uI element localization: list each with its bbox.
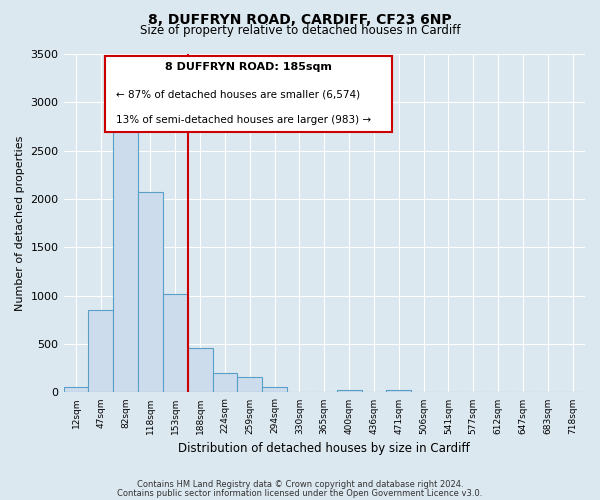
Text: 8 DUFFRYN ROAD: 185sqm: 8 DUFFRYN ROAD: 185sqm xyxy=(165,62,332,72)
Bar xyxy=(163,294,188,392)
Bar xyxy=(88,310,113,392)
Text: Contains HM Land Registry data © Crown copyright and database right 2024.: Contains HM Land Registry data © Crown c… xyxy=(137,480,463,489)
X-axis label: Distribution of detached houses by size in Cardiff: Distribution of detached houses by size … xyxy=(178,442,470,455)
Bar xyxy=(188,348,212,393)
Bar xyxy=(262,386,287,392)
Bar xyxy=(64,387,88,392)
Bar xyxy=(337,390,362,392)
Text: 13% of semi-detached houses are larger (983) →: 13% of semi-detached houses are larger (… xyxy=(116,115,371,125)
Text: 8, DUFFRYN ROAD, CARDIFF, CF23 6NP: 8, DUFFRYN ROAD, CARDIFF, CF23 6NP xyxy=(148,12,452,26)
Bar xyxy=(238,378,262,392)
Bar xyxy=(212,372,238,392)
Bar xyxy=(386,390,411,392)
FancyBboxPatch shape xyxy=(105,56,392,132)
Bar xyxy=(113,128,138,392)
Y-axis label: Number of detached properties: Number of detached properties xyxy=(15,136,25,311)
Text: ← 87% of detached houses are smaller (6,574): ← 87% of detached houses are smaller (6,… xyxy=(116,90,360,100)
Text: Size of property relative to detached houses in Cardiff: Size of property relative to detached ho… xyxy=(140,24,460,37)
Text: Contains public sector information licensed under the Open Government Licence v3: Contains public sector information licen… xyxy=(118,489,482,498)
Bar xyxy=(138,192,163,392)
